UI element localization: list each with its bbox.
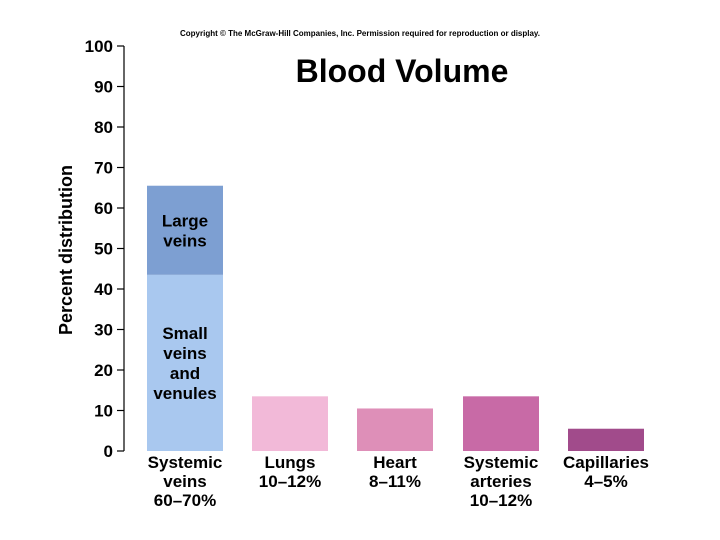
y-tick-label: 80	[94, 118, 113, 137]
y-tick-label: 10	[94, 402, 113, 421]
x-category-label: arteries	[470, 472, 531, 491]
y-tick-label: 90	[94, 78, 113, 97]
y-axis-label: Percent distribution	[56, 165, 76, 335]
bar-segment-label: veins	[163, 344, 206, 363]
y-tick-label: 20	[94, 361, 113, 380]
chart-title: Blood Volume	[296, 53, 509, 89]
x-category-label: veins	[163, 472, 206, 491]
y-tick-label: 60	[94, 199, 113, 218]
bar-segment-label: Large	[162, 211, 208, 230]
bar-segment	[357, 408, 433, 451]
x-category-label: Systemic	[148, 453, 223, 472]
x-category-label: Capillaries	[563, 453, 649, 472]
bar-segment-label: veins	[163, 231, 206, 250]
x-category-label: 10–12%	[470, 491, 532, 510]
y-tick-label: 0	[104, 442, 113, 461]
y-tick-label: 50	[94, 240, 113, 259]
copyright-notice: Copyright © The McGraw-Hill Companies, I…	[179, 29, 541, 38]
x-category-label: 10–12%	[259, 472, 321, 491]
bar-segment	[463, 396, 539, 451]
bar-segment-label: and	[170, 364, 200, 383]
x-category-label: Heart	[373, 453, 417, 472]
bar-segment-label: Small	[162, 324, 207, 343]
bar-segment	[252, 396, 328, 451]
x-category-label: 60–70%	[154, 491, 216, 510]
y-tick-label: 100	[85, 37, 113, 56]
x-category-label: Systemic	[464, 453, 539, 472]
y-tick-label: 70	[94, 159, 113, 178]
bar-segment	[147, 185, 223, 275]
bar-segment	[147, 274, 223, 451]
y-tick-label: 30	[94, 321, 113, 340]
x-category-label: 4–5%	[584, 472, 627, 491]
x-category-label: Lungs	[265, 453, 316, 472]
bar-segment-label: venules	[153, 384, 216, 403]
bar-segment	[568, 428, 644, 451]
x-category-label: 8–11%	[369, 472, 421, 491]
y-tick-label: 40	[94, 280, 113, 299]
